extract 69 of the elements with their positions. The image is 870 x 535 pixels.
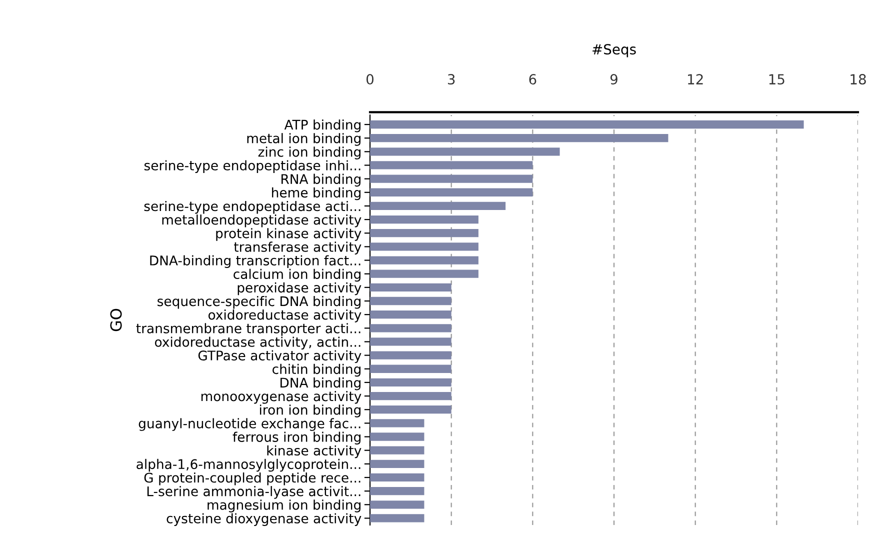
y-tick-label: ATP binding bbox=[284, 119, 360, 132]
y-tick-label: oxidoreductase activity, actin... bbox=[154, 336, 360, 350]
y-tick-label: metal ion binding bbox=[247, 133, 360, 146]
bar bbox=[370, 174, 533, 183]
y-tick-label: serine-type endopeptidase inhi... bbox=[144, 160, 360, 173]
bar bbox=[370, 364, 452, 373]
bar bbox=[370, 120, 804, 129]
bar bbox=[370, 296, 452, 306]
bar bbox=[370, 514, 424, 522]
y-tick-label: guanyl-nucleotide exchange fac... bbox=[138, 418, 360, 431]
bar bbox=[370, 378, 452, 387]
y-tick-label: iron ion binding bbox=[260, 404, 360, 418]
x-tick-label: 15 bbox=[769, 74, 784, 85]
y-axis-title: GO bbox=[110, 308, 122, 332]
bar bbox=[370, 229, 478, 238]
x-tick-label: 18 bbox=[850, 74, 866, 85]
y-tick-label: DNA binding bbox=[280, 377, 360, 390]
y-tick-label: DNA-binding transcription fact... bbox=[150, 255, 360, 268]
bar bbox=[370, 432, 424, 441]
y-tick-label: L-serine ammonia-lyase activit... bbox=[147, 486, 360, 499]
bar bbox=[370, 392, 452, 400]
bar bbox=[370, 283, 452, 292]
bar bbox=[370, 419, 424, 428]
x-axis-title: #Seqs bbox=[592, 44, 636, 58]
y-tick-label: transferase activity bbox=[234, 242, 362, 254]
x-tick-label: 6 bbox=[529, 74, 536, 85]
bar bbox=[370, 486, 424, 496]
y-tick-label: zinc ion binding bbox=[258, 146, 360, 160]
x-tick-label: 9 bbox=[610, 74, 618, 85]
y-tick-label: kinase activity bbox=[267, 445, 362, 458]
bar bbox=[370, 473, 424, 482]
y-tick-label: peroxidase activity bbox=[238, 282, 362, 296]
bar bbox=[370, 161, 533, 170]
bar bbox=[370, 406, 452, 414]
y-tick-label: oxidoreductase activity bbox=[208, 310, 362, 322]
bar bbox=[370, 460, 424, 468]
y-tick-label: serine-type endopeptidase acti... bbox=[144, 200, 360, 214]
y-tick-label: heme binding bbox=[272, 187, 360, 200]
y-tick-label: monooxygenase activity bbox=[201, 391, 362, 404]
bar bbox=[370, 242, 478, 251]
y-tick-label: magnesium ion binding bbox=[208, 500, 360, 512]
bar bbox=[370, 270, 478, 278]
x-tick-label: 12 bbox=[688, 74, 703, 84]
y-tick-label: protein kinase activity bbox=[216, 228, 362, 241]
bar bbox=[370, 351, 452, 360]
bar bbox=[370, 338, 452, 346]
y-tick-label: metalloendopeptidase activity bbox=[162, 214, 362, 228]
y-tick-label: calcium ion binding bbox=[234, 268, 360, 282]
y-tick-label: GTPase activator activity bbox=[198, 350, 362, 364]
x-tick-label: 3 bbox=[448, 74, 455, 85]
bar bbox=[370, 134, 668, 142]
bar bbox=[370, 148, 560, 156]
y-tick-label: ferrous iron binding bbox=[232, 432, 360, 445]
y-tick-label: cysteine dioxygenase activity bbox=[166, 513, 362, 526]
y-tick-label: RNA binding bbox=[282, 174, 360, 187]
bar bbox=[370, 446, 424, 454]
y-tick-label: alpha-1,6-mannosylglycoprotein... bbox=[136, 458, 360, 472]
y-tick-label: G protein-coupled peptide rece... bbox=[144, 472, 360, 486]
bar bbox=[370, 324, 452, 332]
bar bbox=[370, 202, 506, 210]
x-tick-label: 0 bbox=[366, 74, 374, 85]
y-tick-label: chitin binding bbox=[272, 364, 360, 377]
bar bbox=[370, 215, 478, 224]
bar bbox=[370, 188, 533, 196]
bar bbox=[370, 500, 424, 509]
y-tick-label: sequence-specific DNA binding bbox=[158, 296, 360, 309]
y-tick-label: transmembrane transporter acti... bbox=[136, 323, 360, 336]
bar bbox=[370, 256, 478, 264]
bar bbox=[370, 310, 452, 319]
